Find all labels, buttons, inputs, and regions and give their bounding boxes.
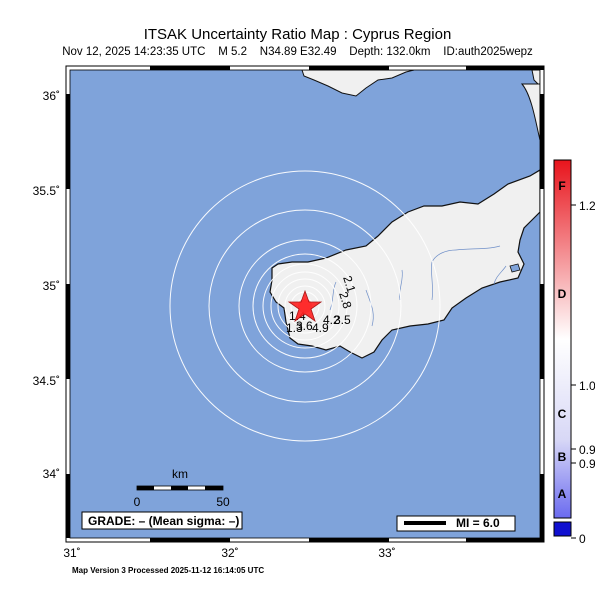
lat-label: 35˚ <box>43 279 60 293</box>
grade-text: GRADE: – (Mean sigma: –) <box>88 514 239 528</box>
contour-label: 2.1 <box>340 274 359 295</box>
contour-label: 4.2 <box>323 313 340 327</box>
scale-max: 50 <box>216 495 230 509</box>
grade-label-a: A <box>558 487 567 501</box>
grade-box: GRADE: – (Mean sigma: –) <box>81 511 243 530</box>
lat-label: 36˚ <box>43 89 60 103</box>
mi-legend-box: MI = 6.0 <box>396 515 516 532</box>
event-datetime: Nov 12, 2025 14:23:35 UTC <box>62 46 206 58</box>
mi-text: MI = 6.0 <box>456 516 500 530</box>
contour-label: 2.8 <box>336 290 355 311</box>
rivers <box>329 245 507 327</box>
event-depth: Depth: 132.0km <box>349 46 431 58</box>
epicenter-star-icon[interactable] <box>287 289 323 323</box>
event-id: ID:auth2025wepz <box>443 46 533 58</box>
lat-label: 34.5˚ <box>33 374 60 388</box>
lon-label: 33˚ <box>378 546 395 560</box>
colorbar: F D C B A 1.2 1.0 0.9 0.9 0 <box>553 159 595 546</box>
footer-processing-info: Map Version 3 Processed 2025-11-12 16:14… <box>72 566 265 575</box>
event-location: N34.89 E32.49 <box>259 46 337 58</box>
contour-label: 3.6 <box>296 319 313 333</box>
colorbar-value: 0.9 <box>579 457 595 471</box>
lat-label: 35.5˚ <box>33 184 60 198</box>
event-info: Nov 12, 2025 14:23:35 UTC M 5.2 N34.89 E… <box>0 46 595 58</box>
contour-label: 4.9 <box>312 321 329 335</box>
lon-label: 32˚ <box>221 546 238 560</box>
graticule-bars <box>66 66 544 542</box>
scale-bar: km 0 50 <box>134 467 230 509</box>
scale-min: 0 <box>134 495 141 509</box>
contour-label: 1.3 <box>286 321 303 335</box>
turkey-coast-east <box>531 70 540 87</box>
lake <box>509 263 521 273</box>
grade-label-c: C <box>558 407 567 421</box>
longitude-labels: 31˚ 32˚ 33˚ <box>63 546 395 560</box>
lon-label: 31˚ <box>63 546 80 560</box>
lat-label: 34˚ <box>43 467 60 481</box>
contour-label: 3.5 <box>334 313 351 327</box>
colorbar-value: 0 <box>579 532 586 546</box>
event-magnitude: M 5.2 <box>218 46 247 58</box>
turkey-coast-se <box>520 83 540 141</box>
colorbar-value: 1.2 <box>579 199 595 213</box>
grade-label-b: B <box>558 450 567 464</box>
map-title: ITSAK Uncertainty Ratio Map : Cyprus Reg… <box>143 26 452 43</box>
colorbar-value: 1.0 <box>579 379 595 393</box>
grade-label-f: F <box>558 179 565 193</box>
grade-label-d: D <box>558 287 567 301</box>
colorbar-value: 0.9 <box>579 443 595 457</box>
colorbar-gradient <box>553 159 572 519</box>
latitude-labels: 36˚ 35.5˚ 35˚ 34.5˚ 34˚ <box>33 89 60 481</box>
turkey-coast <box>301 70 415 97</box>
colorbar-low-swatch <box>553 521 572 537</box>
cyprus-island <box>269 169 540 359</box>
scale-unit: km <box>172 467 188 481</box>
